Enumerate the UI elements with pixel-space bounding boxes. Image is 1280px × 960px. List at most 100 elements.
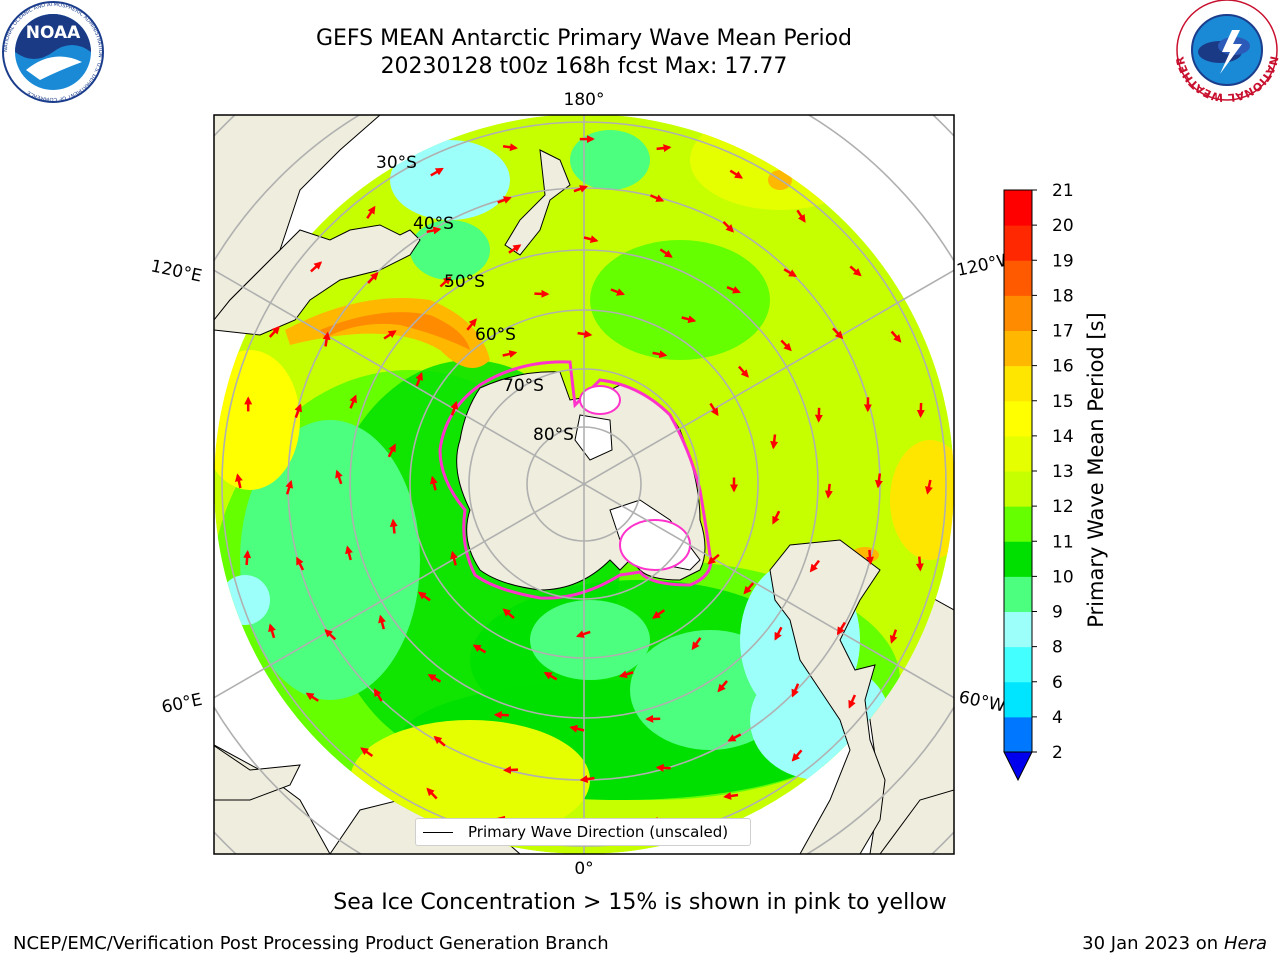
wave-arrow: [430, 475, 438, 491]
colorbar-segment: [1004, 260, 1032, 296]
wave-arrow: [656, 144, 672, 153]
wave-arrow: [349, 394, 357, 409]
sea-ice-caption: Sea Ice Concentration > 15% is shown in …: [333, 890, 947, 915]
wave-arrow: [832, 327, 844, 340]
legend: Primary Wave Direction (unscaled): [415, 818, 751, 846]
colorbar: 2 4 6 8 9 10 11 12 13 14 15 16 17 18 19 20 21: [1003, 181, 1074, 782]
colorbar-segment: [1004, 225, 1032, 261]
lon-label-left-upper: 120°E: [149, 256, 204, 286]
map-frame: [213, 114, 955, 855]
colorbar-tick-label: 12: [1052, 497, 1074, 517]
wave-arrow: [791, 683, 800, 698]
wave-arrow: [849, 265, 862, 277]
wave-arrow: [450, 550, 458, 566]
colorbar-tick-label: 19: [1052, 251, 1074, 271]
wave-arrow: [691, 637, 702, 651]
wave-arrow: [836, 621, 846, 636]
wave-arrow: [503, 765, 519, 774]
wave-arrow: [439, 276, 452, 288]
lat-label-40s: 40°S: [413, 214, 454, 234]
wave-arrow: [681, 315, 697, 324]
wave-arrow: [573, 185, 588, 193]
wave-arrow: [824, 483, 833, 499]
wave-arrow: [610, 288, 625, 296]
colorbar-segment: [1004, 295, 1032, 331]
legend-line-swatch: [423, 832, 453, 833]
chart-subtitle: 20230128 t00z 168h fcst Max: 17.77: [380, 54, 788, 79]
wave-arrow: [729, 169, 743, 179]
colorbar-segment: [1004, 400, 1032, 437]
colorbar-segment: [1004, 541, 1032, 577]
legend-label: Primary Wave Direction (unscaled): [468, 823, 729, 841]
noaa-logo-text: NOAA: [26, 23, 81, 43]
wave-arrow: [415, 372, 423, 387]
wave-arrow: [502, 350, 518, 358]
wave-arrow: [579, 775, 595, 784]
lat-label-70s: 70°S: [503, 376, 544, 396]
wave-arrow: [916, 402, 925, 418]
wave-arrow: [809, 559, 820, 573]
wave-arrow: [874, 473, 883, 489]
sea-ice-edge: [438, 360, 713, 600]
wave-arrow: [294, 403, 302, 419]
wave-arrow: [366, 205, 376, 219]
wave-arrow: [426, 226, 442, 235]
wave-arrow: [497, 196, 512, 204]
wave-arrow: [322, 331, 331, 347]
colorbar-segment: [1004, 190, 1032, 226]
wave-arrow: [770, 434, 779, 450]
wave-arrow: [305, 692, 319, 702]
wave-arrow: [268, 623, 276, 639]
wave-arrow: [285, 479, 294, 495]
wave-arrow: [727, 733, 742, 742]
wave-arrow: [543, 671, 558, 681]
colorbar-tick-label: 8: [1052, 638, 1063, 658]
wave-arrow: [472, 644, 487, 654]
colorbar-tick-label: 10: [1052, 567, 1074, 587]
wave-arrow: [296, 556, 305, 571]
wave-arrow: [583, 235, 599, 244]
wave-arrow: [430, 167, 444, 177]
wave-arrow: [717, 680, 728, 693]
nws-logo: NATIONAL WEATHER SERVICE: [1174, 0, 1280, 104]
colorbar-tick-label: 17: [1052, 322, 1074, 342]
wave-arrow: [848, 694, 857, 709]
wave-arrow: [466, 318, 477, 331]
lat-label-50s: 50°S: [444, 272, 485, 292]
colorbar-segment: [1004, 471, 1032, 507]
wave-arrow: [791, 749, 803, 762]
wave-arrow: [373, 688, 383, 702]
wave-arrow: [383, 330, 397, 340]
wave-arrow: [707, 553, 720, 565]
wave-arrow: [268, 325, 280, 338]
wave-arrow: [726, 286, 741, 294]
wave-arrow: [772, 510, 781, 525]
wave-arrow: [652, 609, 666, 619]
colorbar-tick-label: 18: [1052, 286, 1074, 306]
lon-label-top: 180°: [564, 90, 605, 110]
wave-arrow: [915, 556, 924, 572]
credit-date: 30 Jan 2023 on: [1082, 933, 1224, 954]
credit-left: NCEP/EMC/Verification Post Processing Pr…: [13, 933, 609, 954]
wave-arrow: [243, 550, 252, 566]
wave-arrow: [659, 248, 673, 258]
credit-right: 30 Jan 2023 on Hera: [1082, 933, 1267, 954]
colorbar-segment: [1004, 506, 1032, 542]
colorbar-tick-label: 16: [1052, 357, 1074, 377]
colorbar-title: Primary Wave Mean Period [s]: [1084, 312, 1108, 628]
wave-arrow: [723, 791, 739, 800]
lon-label-right-lower: 60°W: [957, 687, 1007, 716]
wave-arrow: [450, 400, 459, 416]
colorbar-segment: [1004, 435, 1032, 472]
wave-arrow: [508, 244, 522, 254]
wave-arrow: [417, 591, 431, 602]
wave-arrow: [889, 629, 898, 644]
wave-arrow: [387, 443, 396, 458]
wave-arrow: [774, 626, 783, 641]
wave-arrow: [722, 221, 734, 233]
wave-direction-arrows: [234, 135, 933, 833]
colorbar-tick-label: 20: [1052, 216, 1074, 236]
colorbar-segment: [1004, 330, 1032, 367]
wave-arrow: [367, 272, 379, 284]
wave-arrow: [534, 289, 550, 298]
